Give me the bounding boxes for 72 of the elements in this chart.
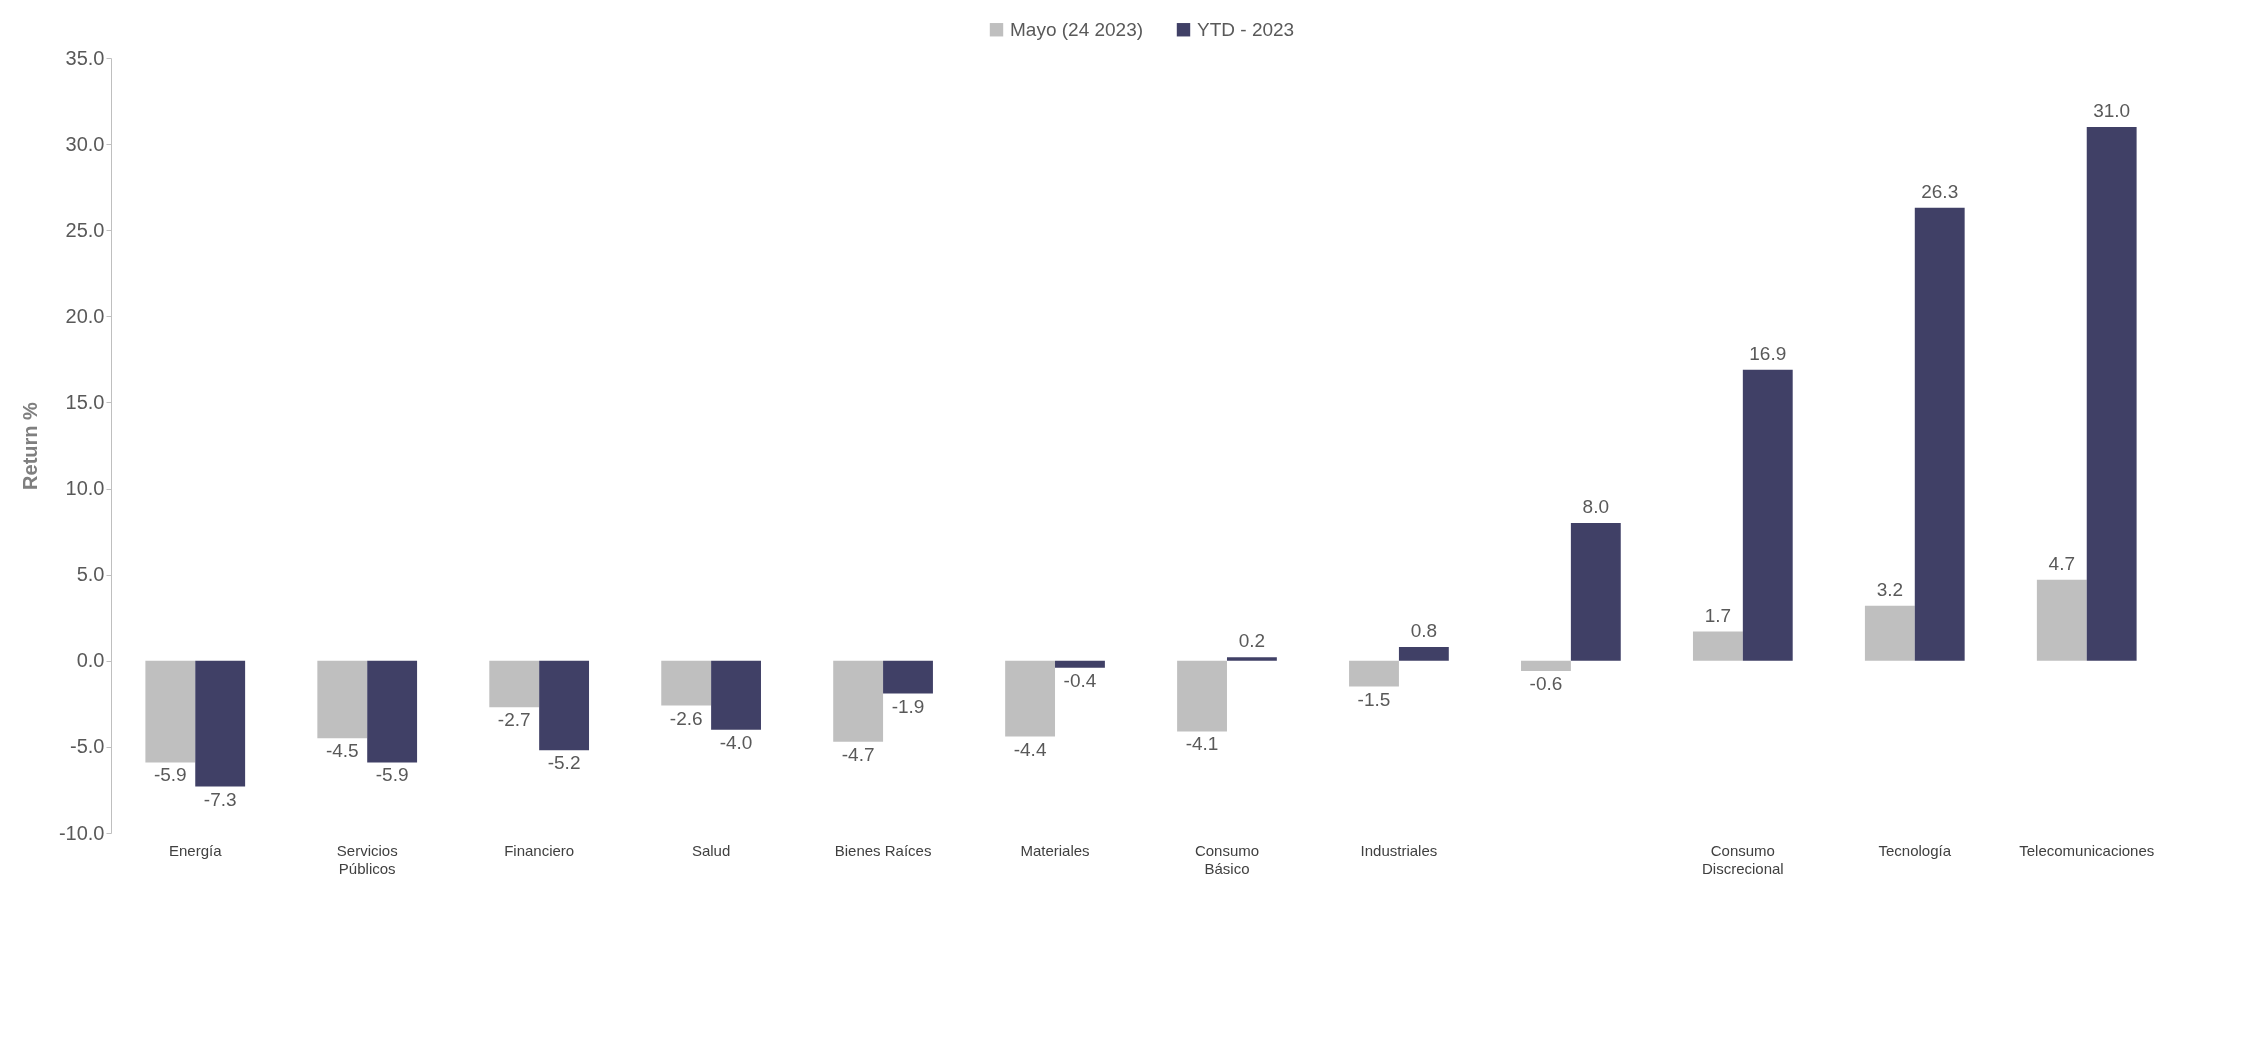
bar <box>2086 126 2137 661</box>
data-label: 0.2 <box>1238 630 1266 652</box>
data-label: -0.4 <box>1063 669 1097 691</box>
y-tick-label: 35.0 <box>65 46 105 69</box>
x-tick-label: Servicios Públicos <box>336 841 398 877</box>
data-label: 31.0 <box>2093 99 2131 121</box>
bar <box>317 660 368 739</box>
bar <box>1226 657 1277 661</box>
bar <box>1742 369 1793 661</box>
y-tick-label: 30.0 <box>65 132 105 155</box>
y-tick-label: 0.0 <box>76 649 105 672</box>
data-label: -4.7 <box>841 743 875 765</box>
bar <box>1570 523 1621 661</box>
bar <box>883 660 933 694</box>
data-label: -0.6 <box>1529 673 1563 695</box>
data-label: -4.1 <box>1185 733 1219 755</box>
bar <box>711 660 761 730</box>
data-label: 3.2 <box>1876 578 1904 600</box>
data-label: -5.9 <box>153 764 187 786</box>
y-tick-label: 20.0 <box>65 304 105 327</box>
x-tick-label: Financiero <box>504 841 575 859</box>
data-label: -5.2 <box>547 752 581 774</box>
y-axis-title: Return % <box>18 401 41 490</box>
bar <box>661 660 712 706</box>
y-tick-label: -10.0 <box>58 821 105 844</box>
bar <box>195 660 246 787</box>
data-label: -1.5 <box>1357 688 1391 710</box>
data-label: 0.8 <box>1410 620 1438 641</box>
legend-label: Mayo (24 2023) <box>1010 18 1144 40</box>
x-tick-label: Bienes Raíces <box>834 841 932 859</box>
data-label: 16.9 <box>1749 342 1787 364</box>
y-tick-label: 5.0 <box>76 563 105 586</box>
y-tick-label: 15.0 <box>65 390 105 413</box>
data-label: 26.3 <box>1921 180 1959 202</box>
bar <box>1864 605 1915 661</box>
bar <box>2036 579 2087 661</box>
bar <box>367 660 418 763</box>
x-tick-label: Telecomunicaciones <box>2019 841 2155 859</box>
bar <box>489 660 540 708</box>
y-tick-label: 10.0 <box>65 477 105 500</box>
legend-label: YTD - 2023 <box>1197 18 1295 40</box>
bar <box>1398 647 1449 661</box>
data-label: -7.3 <box>203 788 237 810</box>
x-tick-label: Materiales <box>1020 841 1090 859</box>
bar <box>145 660 196 763</box>
bar <box>1005 660 1056 737</box>
x-tick-label: Industriales <box>1360 841 1438 859</box>
x-tick-label: Energía <box>168 841 223 859</box>
x-tick-label: Salud <box>691 841 731 859</box>
data-label: -4.0 <box>719 731 753 753</box>
x-tick-label: Consumo Básico <box>1194 841 1260 877</box>
x-tick-label: Consumo Discrecional <box>1701 841 1784 877</box>
data-label: -4.5 <box>325 740 359 762</box>
bar <box>1349 660 1399 687</box>
data-label: 4.7 <box>2048 552 2076 574</box>
y-tick-label: -5.0 <box>70 735 105 758</box>
data-label: -4.4 <box>1013 738 1047 760</box>
data-label: 1.7 <box>1704 604 1732 626</box>
data-label: -2.6 <box>669 707 703 729</box>
bar <box>833 660 884 742</box>
x-tick-label: Tecnología <box>1878 841 1952 859</box>
data-label: 8.0 <box>1582 496 1610 517</box>
bar <box>1692 631 1743 661</box>
y-tick-label: 25.0 <box>65 218 105 241</box>
bar <box>1521 660 1571 672</box>
bar <box>1177 660 1227 732</box>
bar <box>1914 207 1965 661</box>
data-label: -1.9 <box>891 695 925 717</box>
data-label: -2.7 <box>497 709 531 731</box>
bar <box>539 660 590 751</box>
data-label: -5.9 <box>375 764 409 786</box>
bar <box>1055 660 1105 668</box>
